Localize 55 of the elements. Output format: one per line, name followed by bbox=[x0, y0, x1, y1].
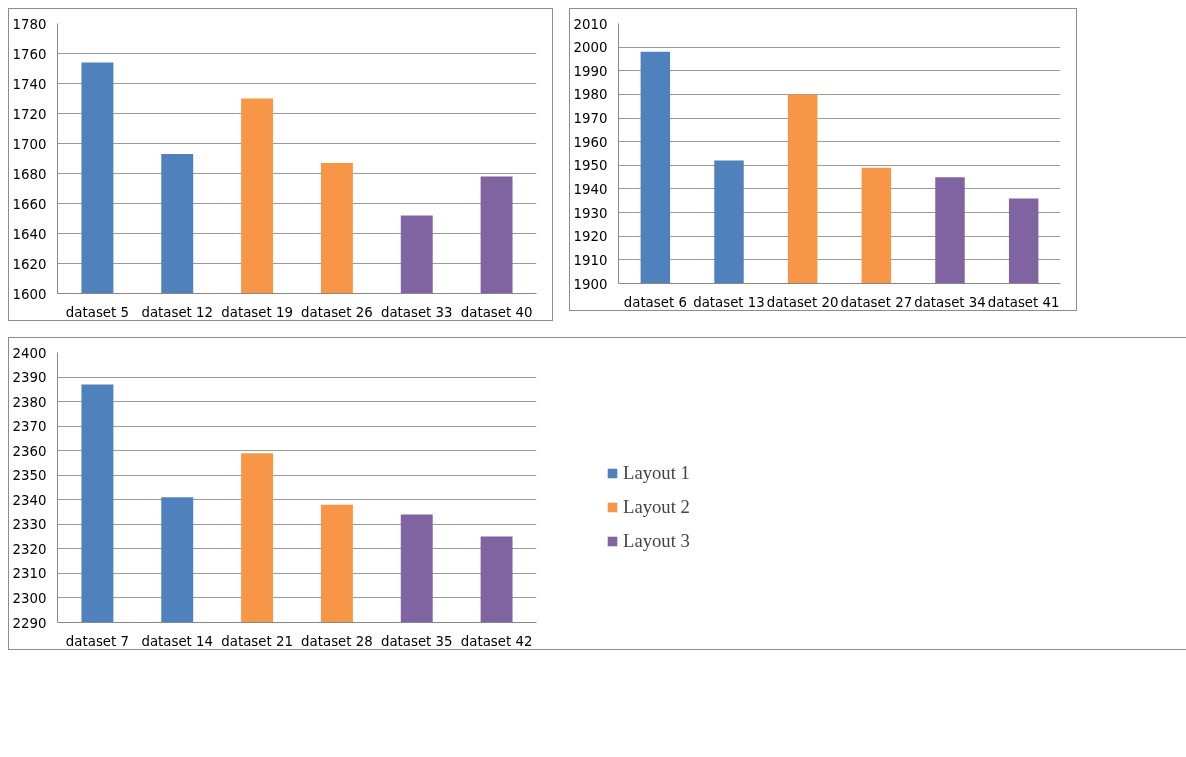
y-tick-label: 1740 bbox=[12, 76, 47, 92]
x-tick-label: dataset 27 bbox=[840, 294, 913, 310]
x-tick-label: dataset 21 bbox=[221, 633, 293, 649]
x-tick-label: dataset 6 bbox=[623, 294, 687, 310]
y-tick-label: 1970 bbox=[573, 111, 608, 127]
x-tick-label: dataset 19 bbox=[221, 304, 293, 320]
y-tick-label: 2320 bbox=[12, 541, 47, 557]
x-tick-label: dataset 28 bbox=[301, 633, 373, 649]
x-tick-label: dataset 20 bbox=[766, 294, 839, 310]
x-tick-label: dataset 7 bbox=[65, 633, 129, 649]
x-tick-label: dataset 33 bbox=[380, 304, 453, 320]
y-tick-label: 1920 bbox=[573, 229, 608, 245]
y-tick-label: 1760 bbox=[12, 46, 47, 62]
x-tick-label: dataset 14 bbox=[141, 633, 214, 649]
y-tick-label: 1960 bbox=[573, 134, 608, 150]
y-tick-label: 1700 bbox=[12, 136, 47, 152]
y-tick-label: 2360 bbox=[12, 443, 47, 459]
legend-label: Layout 2 bbox=[623, 496, 690, 518]
y-tick-label: 1620 bbox=[12, 256, 47, 272]
legend-label: Layout 3 bbox=[623, 530, 690, 552]
y-tick-label: 2330 bbox=[12, 517, 47, 533]
x-tick-label: dataset 41 bbox=[987, 294, 1060, 310]
y-tick-label: 1660 bbox=[12, 196, 47, 212]
y-tick-label: 1900 bbox=[573, 276, 608, 292]
y-tick-label: 2010 bbox=[573, 16, 608, 32]
y-tick-label: 2340 bbox=[12, 492, 47, 508]
y-tick-label: 1950 bbox=[573, 158, 608, 174]
y-tick-label: 2390 bbox=[12, 370, 47, 386]
y-tick-label: 2350 bbox=[12, 468, 47, 484]
x-tick-label: dataset 35 bbox=[380, 633, 453, 649]
y-tick-label: 1780 bbox=[12, 16, 47, 32]
y-tick-label: 1940 bbox=[573, 181, 608, 197]
legend-label: Layout 1 bbox=[623, 462, 690, 484]
y-tick-label: 1910 bbox=[573, 252, 608, 268]
y-tick-label: 1990 bbox=[573, 63, 608, 79]
y-tick-label: 2000 bbox=[573, 40, 608, 56]
x-tick-label: dataset 34 bbox=[914, 294, 986, 310]
x-tick-label: dataset 42 bbox=[460, 633, 533, 649]
y-tick-label: 1640 bbox=[12, 226, 47, 242]
x-tick-label: dataset 26 bbox=[301, 304, 373, 320]
y-tick-label: 2300 bbox=[12, 590, 47, 606]
x-tick-label: dataset 40 bbox=[460, 304, 533, 320]
y-tick-label: 1720 bbox=[12, 106, 47, 122]
y-tick-label: 2380 bbox=[12, 394, 47, 410]
y-tick-label: 1930 bbox=[573, 205, 608, 221]
y-tick-label: 2370 bbox=[12, 419, 47, 435]
x-tick-label: dataset 13 bbox=[693, 294, 765, 310]
y-tick-label: 1980 bbox=[573, 87, 608, 103]
y-tick-label: 2310 bbox=[12, 566, 47, 582]
y-tick-label: 2290 bbox=[12, 615, 47, 631]
x-tick-label: dataset 12 bbox=[141, 304, 214, 320]
y-tick-label: 1600 bbox=[12, 286, 47, 302]
y-tick-label: 1680 bbox=[12, 166, 47, 182]
x-tick-label: dataset 5 bbox=[65, 304, 129, 320]
y-tick-label: 2400 bbox=[12, 345, 47, 361]
